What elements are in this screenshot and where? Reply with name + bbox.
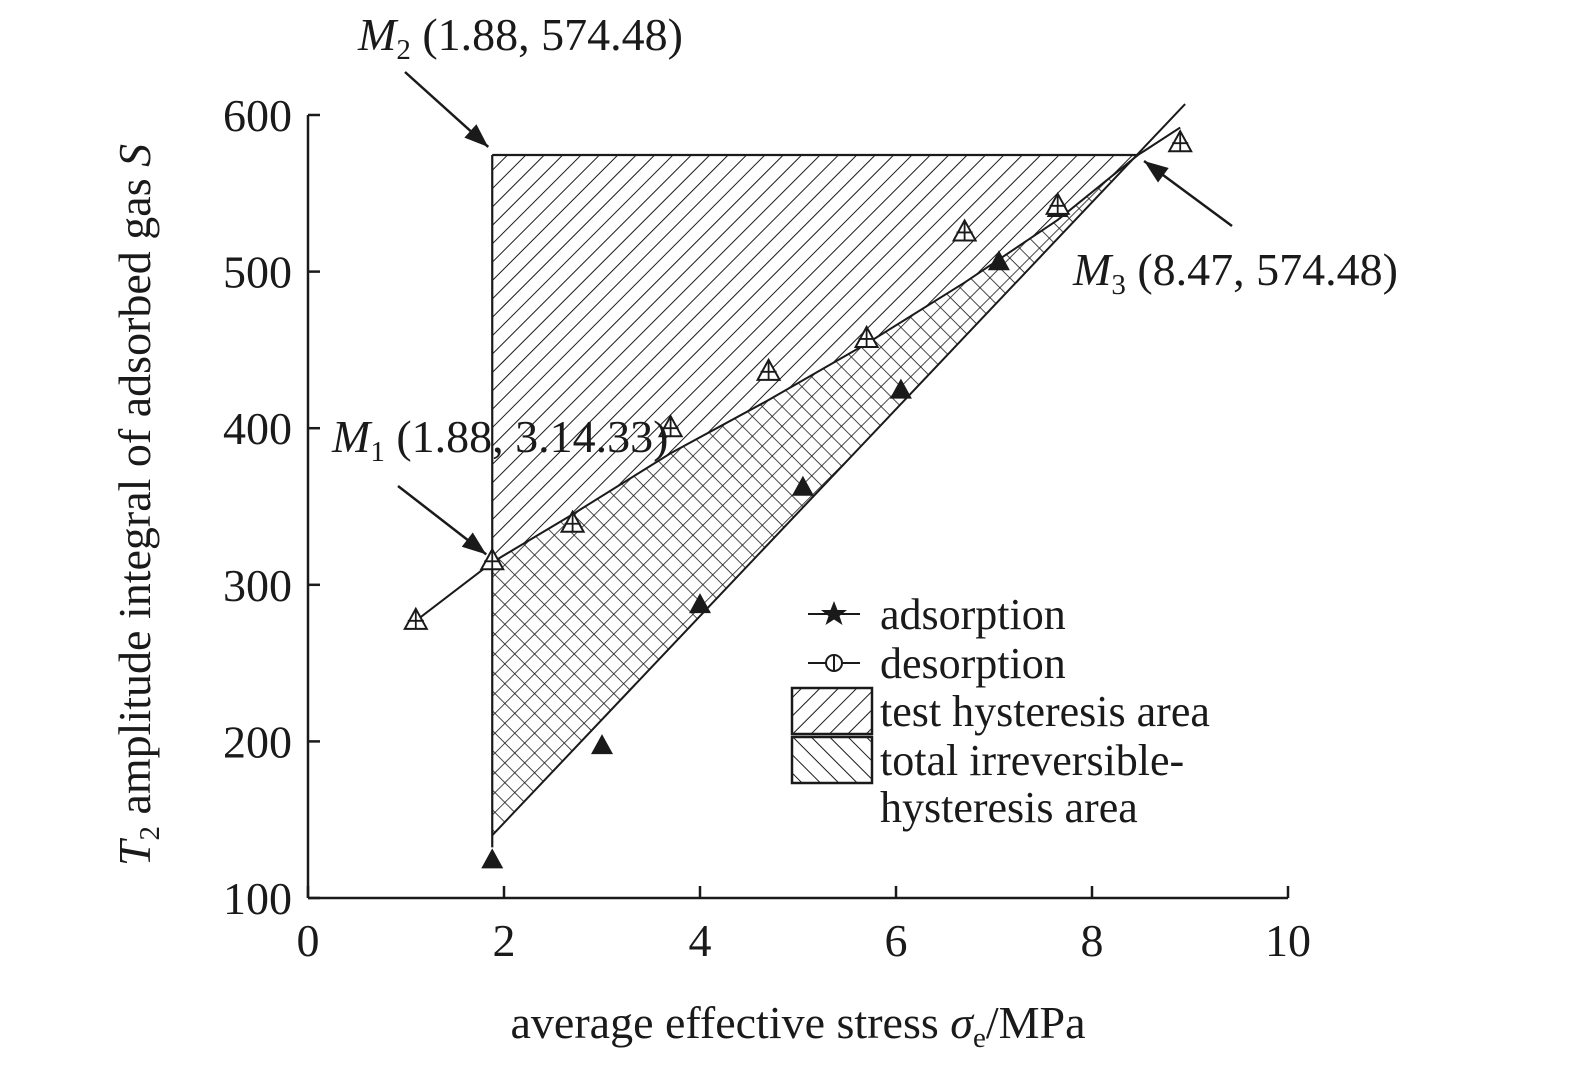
y-tick-label: 500	[223, 247, 292, 298]
adsorption-point	[791, 475, 814, 496]
adsorption-point	[591, 734, 613, 755]
adsorption-point	[889, 378, 912, 399]
desorption-point	[559, 509, 586, 533]
legend-adsorption-star-icon	[821, 601, 847, 625]
legend: adsorption desorption test hysteresis ar…	[790, 590, 1210, 832]
x-tick-label: 2	[493, 915, 516, 966]
desorption-point	[479, 547, 505, 571]
x-axis-title: average effective stress σe/MPa	[511, 997, 1086, 1054]
adsorption-point	[987, 250, 1010, 271]
x-axis-ticks: 0 2 4 6 8 10	[297, 886, 1311, 966]
y-tick-label: 300	[223, 560, 292, 611]
legend-total-area-swatch	[790, 735, 874, 785]
annotation-m3-label: M3 (8.47, 574.48)	[1072, 244, 1398, 301]
x-tick-label: 10	[1265, 915, 1311, 966]
annotation-m3-arrow-head	[1144, 160, 1169, 183]
legend-total-area-label-line1: total irreversible-	[880, 736, 1184, 785]
x-tick-label: 0	[297, 915, 320, 966]
desorption-fit-line	[415, 126, 1181, 622]
y-axis-title-variable: S	[109, 144, 160, 167]
x-tick-label: 4	[689, 915, 712, 966]
annotation-m1-arrow-head	[461, 532, 487, 555]
x-axis-title-symbol: σ	[950, 997, 975, 1048]
x-tick-label: 8	[1081, 915, 1104, 966]
test-hysteresis-area	[492, 154, 1139, 563]
y-tick-label: 100	[223, 873, 292, 924]
legend-total-area-label-line2: hysteresis area	[880, 783, 1138, 832]
y-axis-title-subscript: 2	[134, 826, 166, 841]
data-markers	[403, 129, 1193, 869]
adsorption-point	[689, 593, 711, 614]
y-axis-title-main: amplitude integral of adsorbed gas	[109, 167, 160, 826]
legend-test-area-swatch	[790, 686, 874, 736]
desorption-point	[951, 218, 978, 242]
axes	[306, 115, 1288, 900]
x-axis-title-subscript: e	[973, 1022, 986, 1054]
annotation-m1-label: M1 (1.88, 3.14.33)	[331, 411, 668, 468]
y-tick-label: 600	[223, 90, 292, 141]
adsorption-fit-line	[491, 103, 1186, 837]
desorption-point	[403, 606, 429, 630]
y-tick-label: 200	[223, 716, 292, 767]
fit-lines	[415, 103, 1186, 837]
point-annotations: M2 (1.88, 574.48) M1 (1.88, 3.14.33) M3 (8…	[331, 9, 1398, 556]
y-axis-title: T2 amplitude integral of adsorbed gas S	[109, 144, 166, 866]
x-axis-title-unit: /MPa	[986, 997, 1086, 1048]
desorption-point	[1045, 191, 1071, 215]
adsorption-point	[481, 848, 504, 869]
desorption-point	[853, 324, 880, 348]
annotation-m2-arrow-head	[464, 124, 489, 147]
annotation-m2-label: M2 (1.88, 574.48)	[357, 9, 683, 66]
desorption-point	[657, 414, 684, 438]
y-tick-label: 400	[223, 403, 292, 454]
legend-desorption-label: desorption	[880, 639, 1066, 688]
legend-adsorption-label: adsorption	[880, 590, 1066, 639]
desorption-point	[755, 357, 782, 381]
x-tick-label: 6	[885, 915, 908, 966]
legend-test-area-label: test hysteresis area	[880, 687, 1210, 736]
y-axis-ticks: 100 200 300 400 500 600	[223, 90, 320, 924]
y-axis-title-symbol: T	[109, 837, 160, 866]
desorption-point	[1167, 129, 1193, 153]
